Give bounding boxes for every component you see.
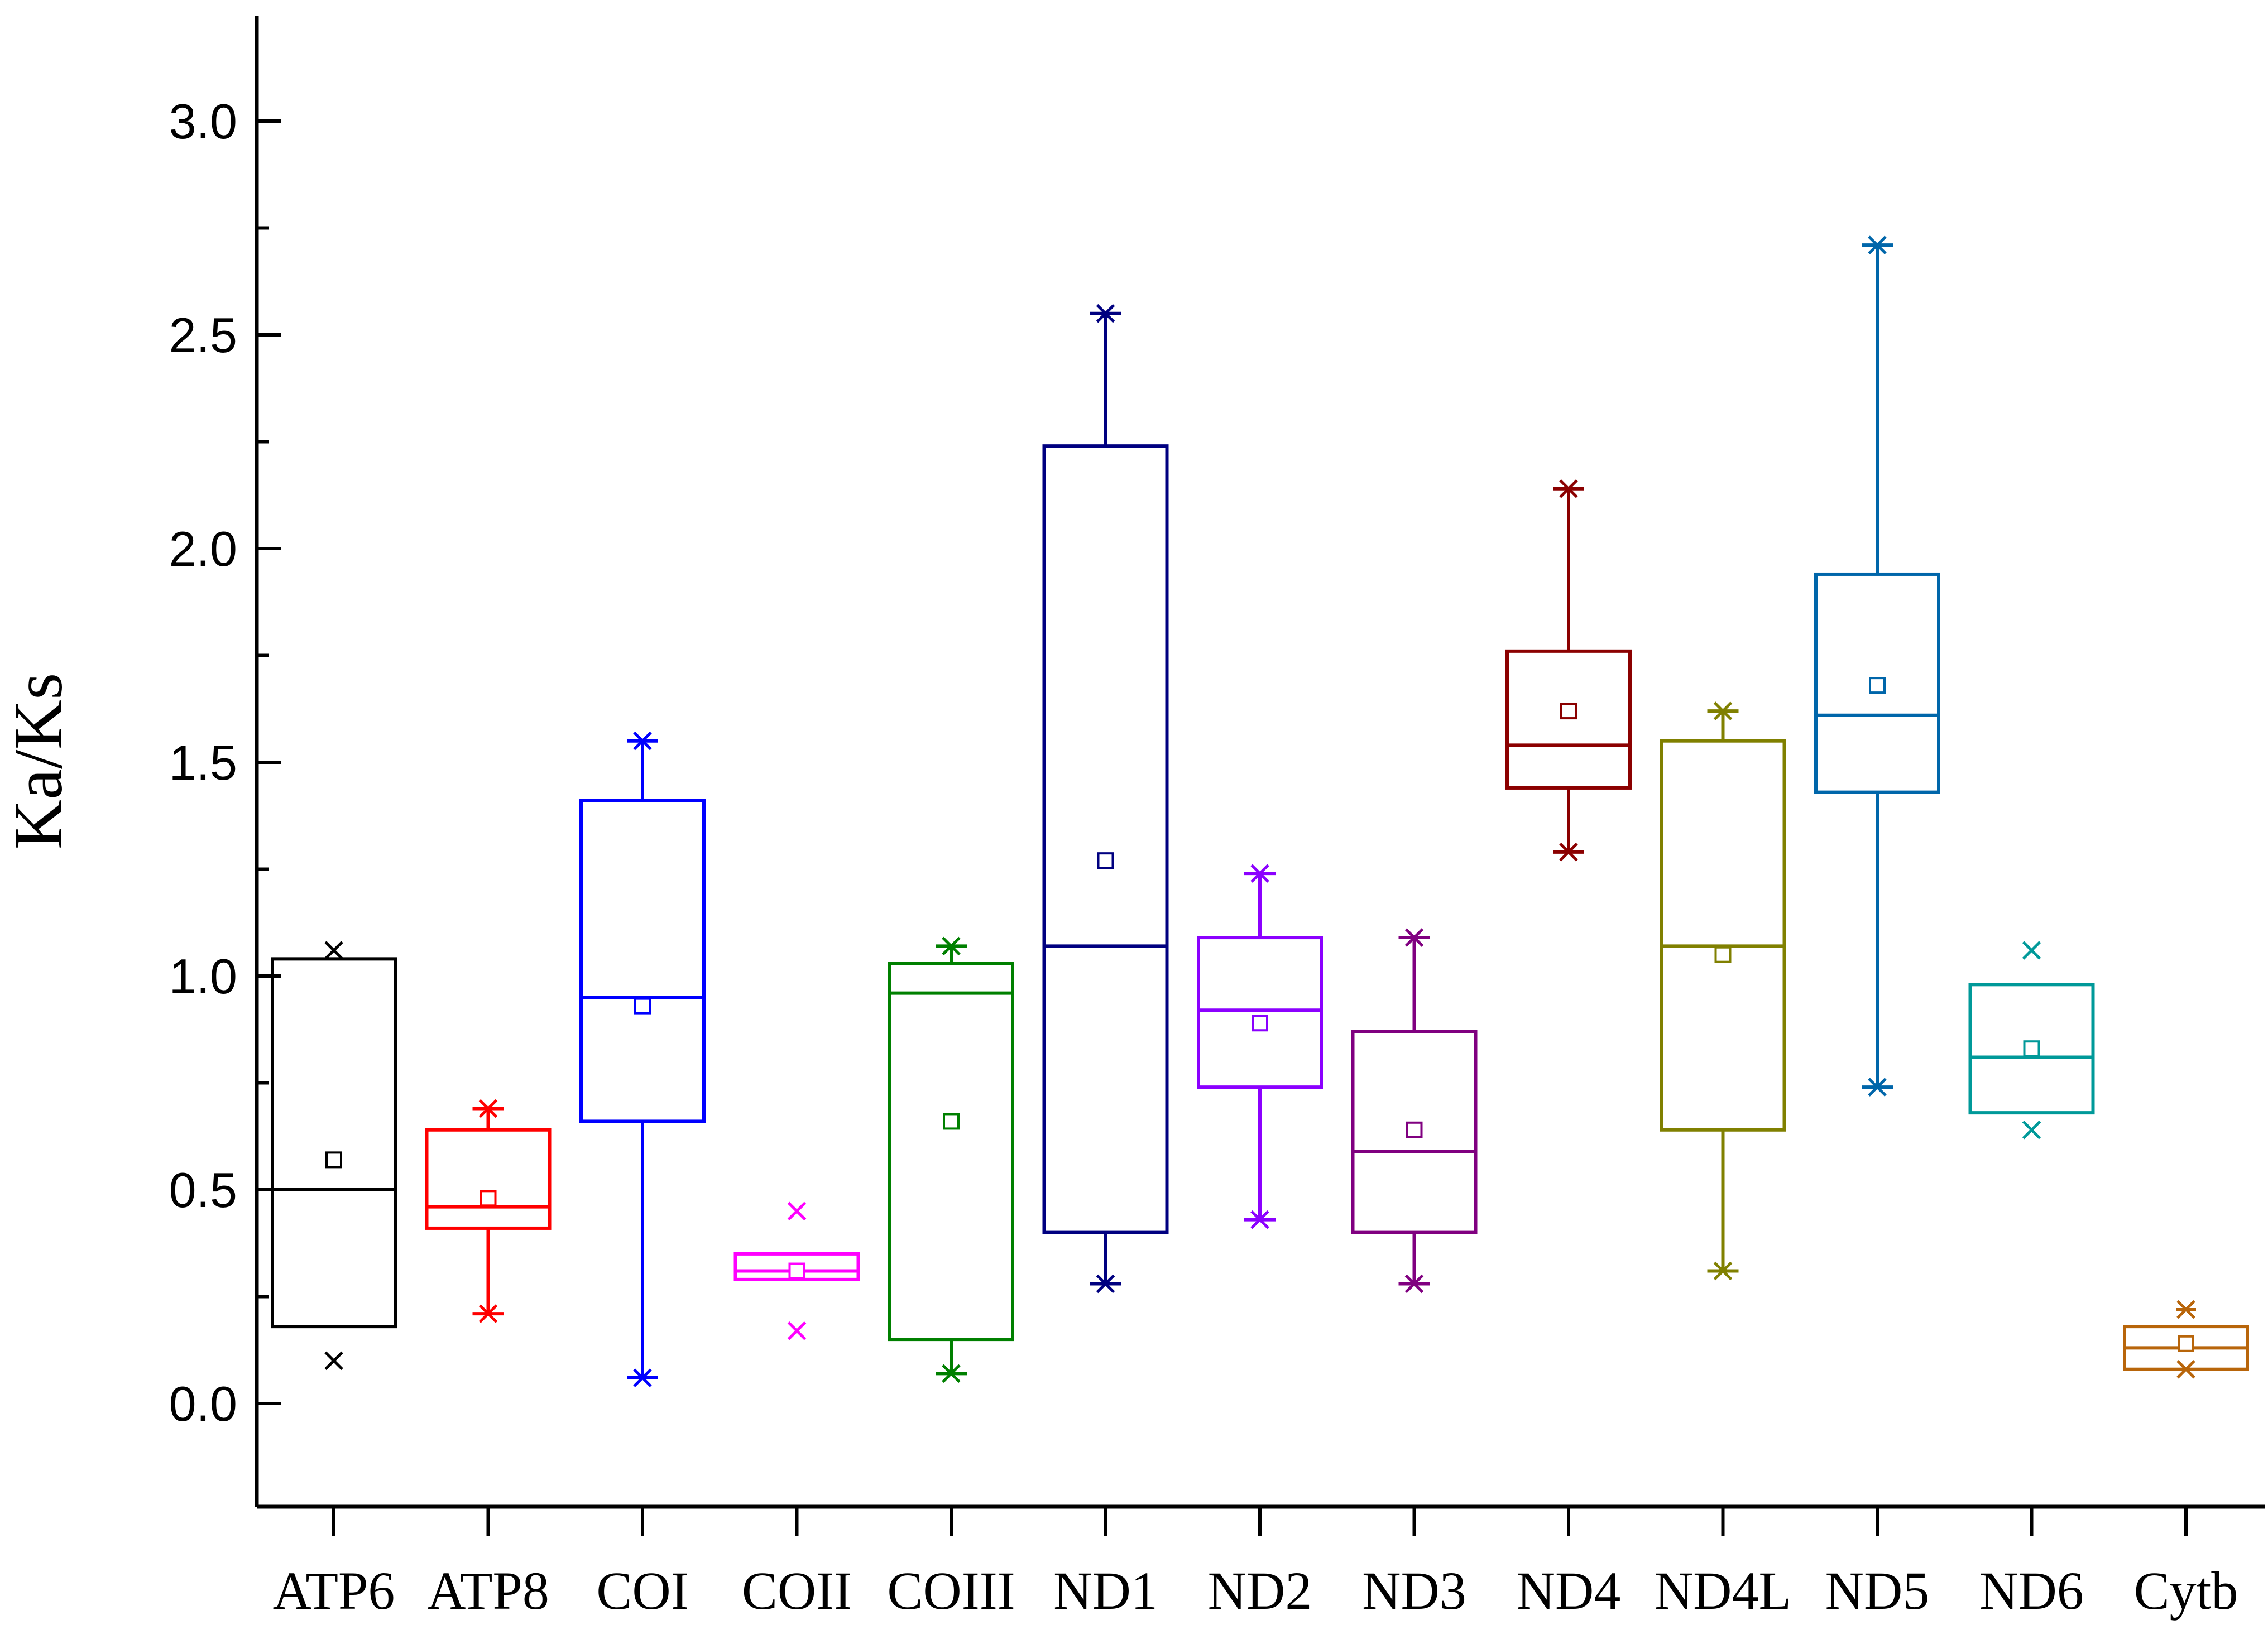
y-tick-label: 3.0 xyxy=(169,94,237,149)
x-tick-label: COI xyxy=(596,1561,688,1621)
mean-marker xyxy=(943,1113,960,1130)
iqr-box xyxy=(1042,444,1169,1234)
max-marker xyxy=(1095,304,1116,323)
iqr-box xyxy=(888,962,1014,1342)
mean-marker xyxy=(2178,1335,2194,1352)
min-marker xyxy=(941,1364,961,1383)
mean-marker xyxy=(1252,1015,1268,1032)
mean-marker xyxy=(1406,1121,1423,1138)
y-tick-label: 2.0 xyxy=(169,521,237,576)
max-marker xyxy=(2022,941,2041,960)
box-nd3 xyxy=(1351,928,1478,1294)
box-coiii xyxy=(888,936,1014,1383)
x-tick-label: ATP8 xyxy=(427,1561,549,1621)
box-nd6 xyxy=(1968,941,2095,1140)
max-marker xyxy=(1867,235,1887,254)
box-atp6 xyxy=(271,941,397,1371)
x-tick-label: ND3 xyxy=(1362,1561,1466,1621)
min-marker xyxy=(1559,843,1579,862)
mean-marker xyxy=(2023,1040,2040,1057)
iqr-box xyxy=(1505,649,1632,790)
x-tick-label: Cytb xyxy=(2134,1561,2238,1621)
max-marker xyxy=(787,1201,807,1221)
iqr-box xyxy=(1814,572,1940,794)
x-tick-label: ND5 xyxy=(1825,1561,1930,1621)
mean-marker xyxy=(1560,703,1577,720)
max-marker xyxy=(2176,1300,2196,1319)
x-tick-label: ND2 xyxy=(1208,1561,1312,1621)
iqr-box xyxy=(1197,936,1323,1089)
boxes-group xyxy=(271,235,2249,1387)
min-marker xyxy=(1095,1274,1116,1294)
iqr-box xyxy=(579,799,706,1123)
x-axis-ticks: ATP6 ATP8 COI COII COIII ND1 ND2 ND3 ND4 ND4L ND5 N… xyxy=(273,1507,2238,1621)
mean-marker xyxy=(634,997,651,1015)
box-nd2 xyxy=(1197,864,1323,1229)
y-tick-label: 1.0 xyxy=(169,949,237,1004)
box-nd1 xyxy=(1042,304,1169,1294)
iqr-box xyxy=(1660,739,1786,1132)
max-marker xyxy=(1404,928,1425,947)
max-marker xyxy=(1559,479,1579,498)
y-tick-label: 1.5 xyxy=(169,735,237,790)
min-marker xyxy=(787,1321,807,1340)
iqr-box xyxy=(1968,983,2095,1115)
min-marker xyxy=(2022,1120,2041,1140)
mean-marker xyxy=(325,1151,342,1169)
min-marker xyxy=(1713,1261,1733,1281)
x-tick-label: COII xyxy=(742,1561,852,1621)
min-marker xyxy=(1404,1274,1425,1294)
max-marker xyxy=(1713,701,1733,720)
min-marker xyxy=(2176,1359,2196,1379)
y-tick-label: 0.0 xyxy=(169,1376,237,1431)
box-nd4l xyxy=(1660,701,1786,1281)
mean-marker xyxy=(1097,852,1114,869)
x-tick-label: ND4L xyxy=(1655,1561,1791,1621)
max-marker xyxy=(1250,864,1270,883)
box-nd4 xyxy=(1505,479,1632,862)
box-coii xyxy=(733,1201,860,1340)
max-marker xyxy=(632,731,653,751)
min-marker xyxy=(1867,1078,1887,1097)
x-tick-label: ATP6 xyxy=(273,1561,395,1621)
max-marker xyxy=(324,941,343,960)
y-tick-label: 2.5 xyxy=(169,307,237,363)
iqr-box xyxy=(271,957,397,1329)
y-tick-label: 0.5 xyxy=(169,1162,237,1218)
box-nd5 xyxy=(1814,235,1940,1097)
min-marker xyxy=(478,1304,498,1323)
iqr-box xyxy=(1351,1030,1478,1234)
mean-marker xyxy=(480,1190,497,1207)
mean-marker xyxy=(1714,946,1732,963)
x-tick-label: ND6 xyxy=(1979,1561,2084,1621)
box-atp8 xyxy=(425,1099,552,1323)
x-tick-label: ND1 xyxy=(1053,1561,1158,1621)
mean-marker xyxy=(788,1262,805,1280)
mean-marker xyxy=(1869,677,1886,694)
max-marker xyxy=(478,1099,498,1118)
min-marker xyxy=(324,1351,343,1371)
box-cytb xyxy=(2123,1300,2249,1379)
min-marker xyxy=(1250,1210,1270,1229)
y-axis-title: Ka/Ks xyxy=(0,673,76,850)
x-tick-label: COIII xyxy=(887,1561,1015,1621)
box-coi xyxy=(579,731,706,1387)
iqr-box xyxy=(733,1252,860,1281)
y-axis-ticks: 0.0 0.5 1.0 1.5 2.0 2.5 3.0 xyxy=(169,94,281,1431)
iqr-box xyxy=(425,1128,552,1230)
max-marker xyxy=(941,936,961,956)
x-tick-label: ND4 xyxy=(1517,1561,1621,1621)
min-marker xyxy=(632,1368,653,1387)
